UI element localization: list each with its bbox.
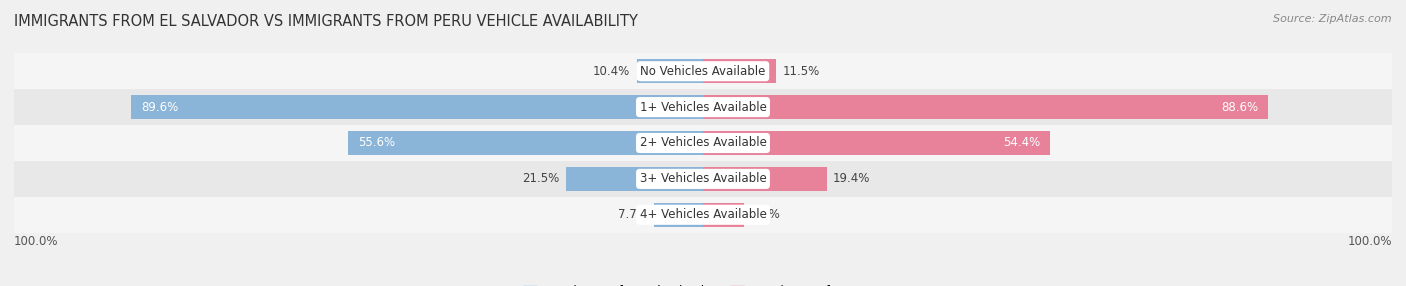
Bar <box>0 125 1406 161</box>
Bar <box>131 95 703 119</box>
Text: 1+ Vehicles Available: 1+ Vehicles Available <box>640 101 766 114</box>
Text: 10.4%: 10.4% <box>593 65 630 78</box>
Bar <box>637 59 703 84</box>
Text: 7.7%: 7.7% <box>617 208 648 221</box>
Bar <box>703 167 827 191</box>
Bar <box>349 131 703 155</box>
Bar <box>703 95 1268 119</box>
Text: IMMIGRANTS FROM EL SALVADOR VS IMMIGRANTS FROM PERU VEHICLE AVAILABILITY: IMMIGRANTS FROM EL SALVADOR VS IMMIGRANT… <box>14 14 638 29</box>
Bar <box>0 53 1406 89</box>
Text: No Vehicles Available: No Vehicles Available <box>640 65 766 78</box>
Bar <box>0 89 1406 125</box>
Bar <box>703 202 744 227</box>
Text: 55.6%: 55.6% <box>359 136 395 150</box>
Text: 11.5%: 11.5% <box>783 65 820 78</box>
Text: 89.6%: 89.6% <box>141 101 179 114</box>
Bar <box>703 59 776 84</box>
Text: 19.4%: 19.4% <box>834 172 870 185</box>
Text: 21.5%: 21.5% <box>522 172 560 185</box>
Text: 2+ Vehicles Available: 2+ Vehicles Available <box>640 136 766 150</box>
Text: 54.4%: 54.4% <box>1004 136 1040 150</box>
Bar <box>654 202 703 227</box>
Text: 4+ Vehicles Available: 4+ Vehicles Available <box>640 208 766 221</box>
Bar <box>565 167 703 191</box>
Text: 100.0%: 100.0% <box>1347 235 1392 247</box>
Bar <box>0 161 1406 197</box>
Bar <box>703 131 1050 155</box>
Text: Source: ZipAtlas.com: Source: ZipAtlas.com <box>1274 14 1392 24</box>
Bar <box>0 197 1406 233</box>
Legend: Immigrants from El Salvador, Immigrants from Peru: Immigrants from El Salvador, Immigrants … <box>523 285 883 286</box>
Text: 88.6%: 88.6% <box>1222 101 1258 114</box>
Text: 3+ Vehicles Available: 3+ Vehicles Available <box>640 172 766 185</box>
Text: 6.4%: 6.4% <box>751 208 780 221</box>
Text: 100.0%: 100.0% <box>14 235 59 247</box>
